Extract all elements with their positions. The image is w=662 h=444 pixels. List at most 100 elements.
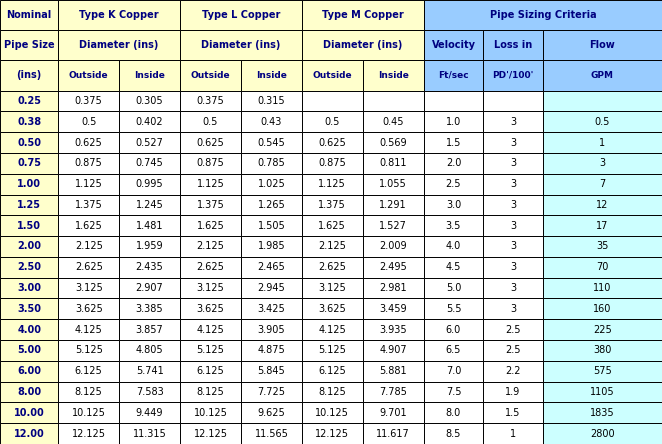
Bar (58, 278, 119, 298)
Bar (363, 174, 424, 194)
Text: 3.50: 3.50 (17, 304, 41, 314)
Bar (424, 278, 483, 298)
Text: Diameter (ins): Diameter (ins) (201, 40, 281, 50)
Bar (241, 236, 302, 257)
Bar (58, 111, 119, 132)
Text: 5.5: 5.5 (446, 304, 461, 314)
Text: 2800: 2800 (590, 428, 615, 439)
Bar (483, 153, 543, 174)
Text: 12: 12 (596, 200, 608, 210)
Bar (0, 194, 58, 215)
Text: 1.125: 1.125 (318, 179, 346, 189)
Text: 2.625: 2.625 (197, 262, 224, 272)
Bar (302, 236, 363, 257)
Text: Outside: Outside (191, 71, 230, 80)
Text: 2.981: 2.981 (379, 283, 407, 293)
Bar (180, 91, 241, 111)
Bar (0, 298, 58, 319)
Bar (241, 257, 302, 278)
Bar (424, 423, 483, 444)
Bar (0, 278, 58, 298)
Bar (0, 91, 58, 111)
Bar (424, 153, 483, 174)
Bar (424, 111, 483, 132)
Text: 3: 3 (510, 262, 516, 272)
Bar (0, 257, 58, 278)
Text: 2.5: 2.5 (505, 325, 521, 335)
Text: Diameter (ins): Diameter (ins) (323, 40, 402, 50)
Bar (424, 60, 483, 91)
Text: 1.265: 1.265 (258, 200, 285, 210)
Text: Type M Copper: Type M Copper (322, 10, 404, 20)
Text: 7.785: 7.785 (379, 387, 407, 397)
Bar (241, 132, 302, 153)
Text: Diameter (ins): Diameter (ins) (79, 40, 159, 50)
Bar (58, 236, 119, 257)
Bar (241, 174, 302, 194)
Bar (483, 361, 543, 382)
Bar (58, 361, 119, 382)
Bar (543, 215, 662, 236)
Bar (119, 257, 180, 278)
Text: 2.465: 2.465 (258, 262, 285, 272)
Text: 9.701: 9.701 (379, 408, 407, 418)
Text: 1.481: 1.481 (136, 221, 164, 231)
Bar (483, 423, 543, 444)
Bar (180, 0, 302, 30)
Text: 1.985: 1.985 (258, 242, 285, 251)
Bar (302, 340, 363, 361)
Bar (241, 153, 302, 174)
Text: 160: 160 (593, 304, 612, 314)
Text: 2.907: 2.907 (136, 283, 164, 293)
Text: 3.425: 3.425 (258, 304, 285, 314)
Bar (58, 153, 119, 174)
Bar (180, 423, 241, 444)
Text: 0.5: 0.5 (81, 117, 97, 127)
Text: 0.785: 0.785 (258, 159, 285, 168)
Text: Nominal: Nominal (7, 10, 52, 20)
Text: 3: 3 (510, 138, 516, 147)
Bar (363, 382, 424, 402)
Text: 12.125: 12.125 (71, 428, 106, 439)
Bar (363, 423, 424, 444)
Bar (0, 382, 58, 402)
Bar (424, 298, 483, 319)
Text: 3.625: 3.625 (318, 304, 346, 314)
Text: 1: 1 (510, 428, 516, 439)
Bar (302, 382, 363, 402)
Text: 0.875: 0.875 (75, 159, 103, 168)
Bar (424, 215, 483, 236)
Text: 575: 575 (593, 366, 612, 376)
Text: 0.375: 0.375 (75, 96, 103, 106)
Text: 110: 110 (593, 283, 612, 293)
Text: 5.125: 5.125 (318, 345, 346, 356)
Bar (543, 402, 662, 423)
Text: 0.305: 0.305 (136, 96, 164, 106)
Text: 3.459: 3.459 (379, 304, 407, 314)
Text: 11.565: 11.565 (254, 428, 289, 439)
Text: 2.125: 2.125 (318, 242, 346, 251)
Bar (180, 30, 302, 60)
Bar (363, 361, 424, 382)
Bar (302, 319, 363, 340)
Bar (424, 382, 483, 402)
Text: 4.0: 4.0 (446, 242, 461, 251)
Bar (543, 319, 662, 340)
Text: 2.435: 2.435 (136, 262, 164, 272)
Bar (0, 340, 58, 361)
Bar (363, 278, 424, 298)
Bar (483, 91, 543, 111)
Bar (302, 215, 363, 236)
Bar (241, 91, 302, 111)
Text: 1.055: 1.055 (379, 179, 407, 189)
Bar (180, 298, 241, 319)
Text: 7: 7 (599, 179, 606, 189)
Text: 12.125: 12.125 (315, 428, 350, 439)
Bar (0, 132, 58, 153)
Text: 0.569: 0.569 (379, 138, 407, 147)
Bar (0, 319, 58, 340)
Text: 7.725: 7.725 (258, 387, 285, 397)
Text: 2.009: 2.009 (379, 242, 407, 251)
Text: 3: 3 (510, 221, 516, 231)
Text: 4.805: 4.805 (136, 345, 164, 356)
